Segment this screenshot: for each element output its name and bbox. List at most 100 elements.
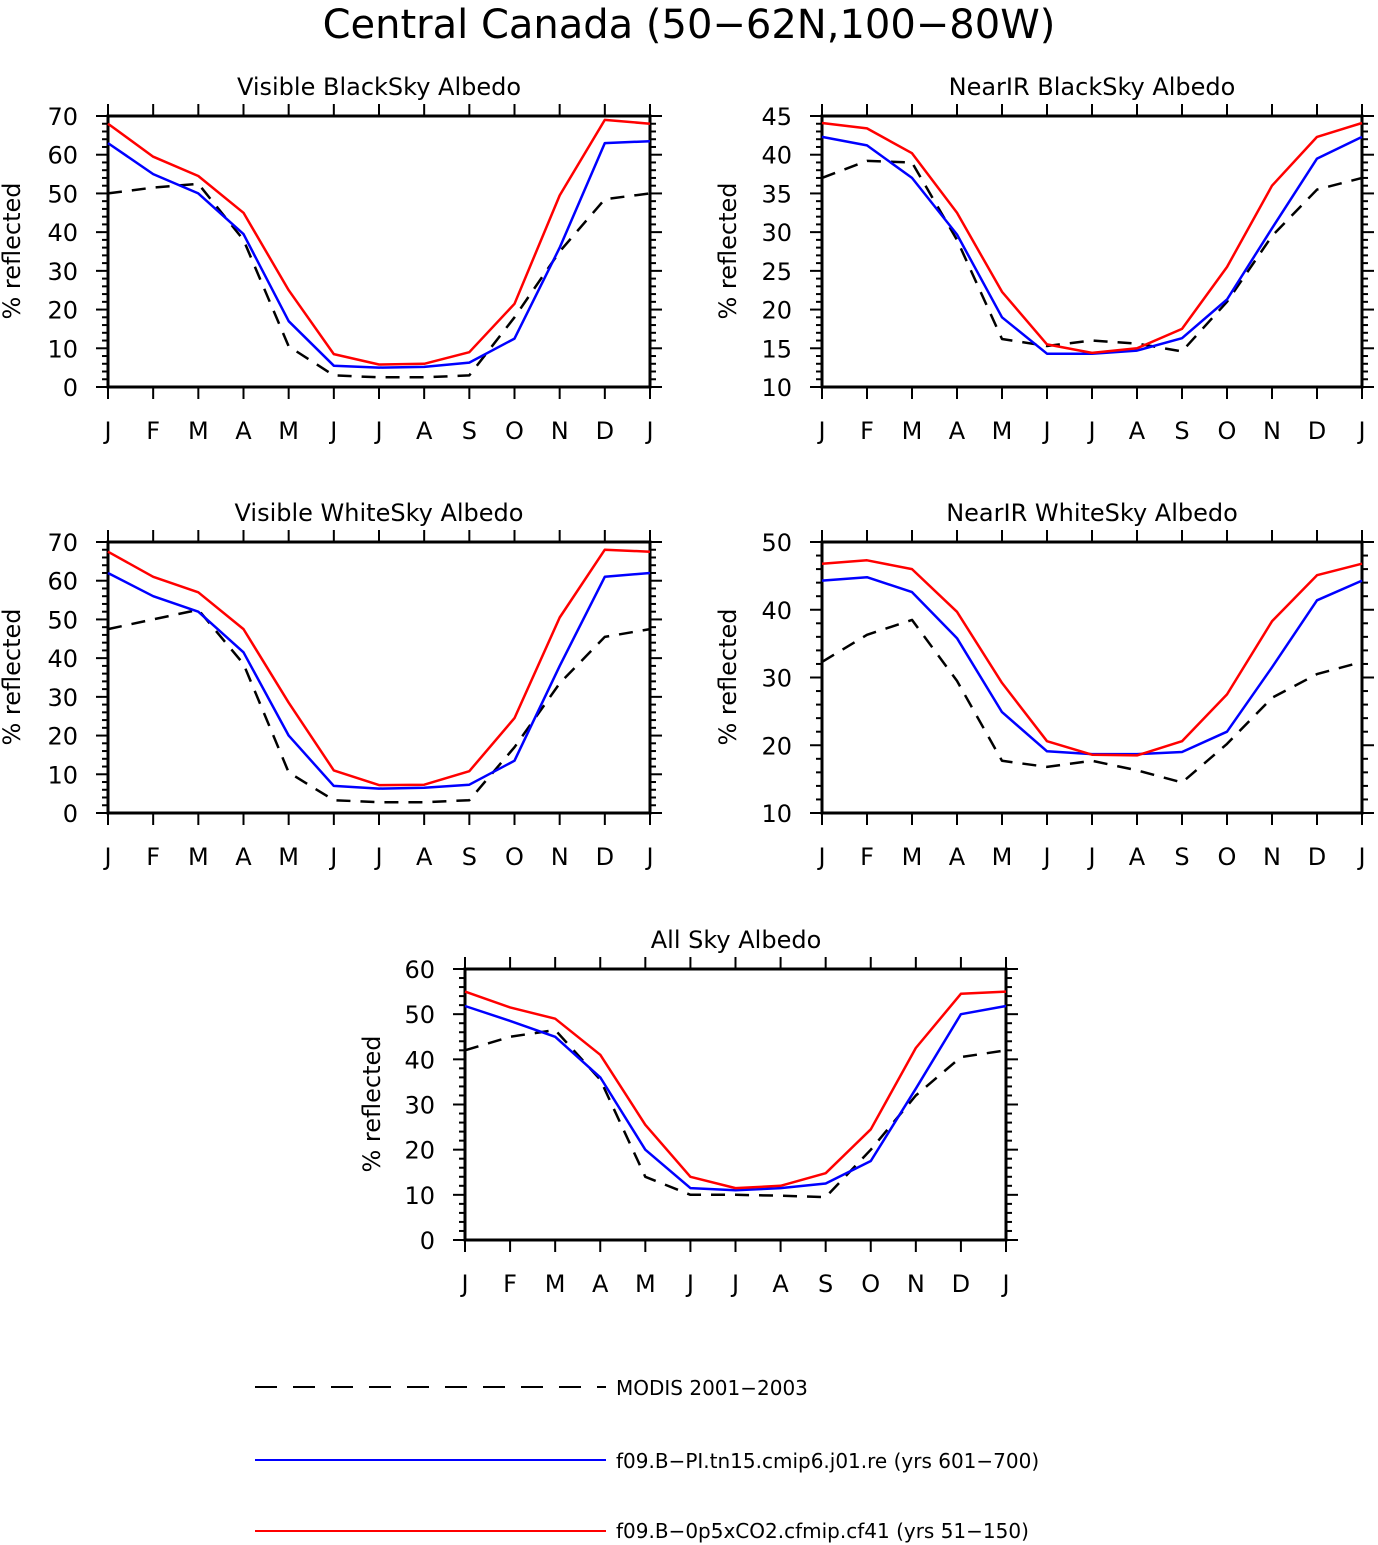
x-tick-label: S (462, 843, 477, 871)
series-line-pi (107, 571, 651, 790)
x-tick-label: J (1086, 843, 1095, 871)
x-tick-label: J (816, 843, 825, 871)
legend-entry-co2: f09.B−0p5xCO2.cfmip.cf41 (yrs 51−150) (255, 1519, 1029, 1543)
y-tick-label: 40 (761, 142, 792, 170)
x-tick-label: M (902, 843, 923, 871)
y-tick-label: 20 (47, 297, 78, 325)
series-line-pi (107, 139, 651, 369)
y-tick-label: 30 (404, 1092, 435, 1120)
series-line-modis (821, 159, 1363, 353)
x-tick-label: M (902, 417, 923, 445)
x-tick-label: J (1356, 417, 1365, 445)
legend-label: MODIS 2001−2003 (616, 1376, 808, 1400)
y-tick-label: 45 (761, 103, 792, 131)
y-tick-label: 50 (404, 1001, 435, 1029)
y-tick-label: 40 (47, 219, 78, 247)
y-tick-label: 30 (761, 665, 792, 693)
x-tick-label: S (1174, 843, 1189, 871)
x-tick-label: A (772, 1270, 789, 1298)
x-tick-label: J (1041, 417, 1050, 445)
x-tick-label: D (952, 1270, 970, 1298)
y-tick-label: 0 (420, 1227, 435, 1255)
y-tick-label: 60 (47, 142, 78, 170)
y-tick-label: 30 (47, 684, 78, 712)
y-tick-label: 40 (47, 645, 78, 673)
x-tick-label: J (328, 843, 337, 871)
y-axis-label: % reflected (0, 608, 26, 745)
x-tick-label: F (860, 843, 874, 871)
legend-label: f09.B−PI.tn15.cmip6.j01.re (yrs 601−700) (616, 1449, 1039, 1473)
y-tick-label: 70 (47, 103, 78, 131)
plot-frame (106, 540, 652, 815)
y-tick-label: 10 (761, 374, 792, 402)
x-tick-label: D (1308, 417, 1326, 445)
panel-title: NearIR WhiteSky Albedo (946, 499, 1238, 527)
x-tick-label: A (416, 417, 433, 445)
x-tick-label: D (1308, 843, 1326, 871)
series-line-co2 (107, 118, 651, 366)
x-tick-label: A (1129, 843, 1146, 871)
series-line-pi (821, 135, 1363, 355)
series-line-co2 (821, 121, 1363, 355)
y-tick-label: 0 (63, 374, 78, 402)
x-tick-label: M (278, 417, 299, 445)
series-line-co2 (464, 990, 1007, 1190)
x-tick-label: N (551, 417, 569, 445)
x-tick-label: F (503, 1270, 517, 1298)
x-tick-label: N (907, 1270, 925, 1298)
plot-frame (463, 967, 1008, 1242)
series-line-co2 (107, 548, 651, 787)
plot-frame (820, 114, 1364, 389)
y-tick-label: 15 (761, 335, 792, 363)
x-tick-label: S (818, 1270, 833, 1298)
series-line-modis (107, 608, 651, 804)
x-tick-label: A (1129, 417, 1146, 445)
plot-frame (820, 540, 1364, 815)
series-line-pi (464, 1004, 1007, 1192)
y-axis-label: % reflected (714, 182, 742, 319)
y-tick-label: 30 (761, 219, 792, 247)
x-tick-label: M (992, 843, 1013, 871)
x-tick-label: O (1218, 417, 1237, 445)
panel-title: NearIR BlackSky Albedo (949, 73, 1236, 101)
x-tick-label: A (235, 843, 252, 871)
x-tick-label: O (1218, 843, 1237, 871)
x-tick-label: J (459, 1270, 468, 1298)
legend-label: f09.B−0p5xCO2.cfmip.cf41 (yrs 51−150) (616, 1519, 1029, 1543)
x-tick-label: J (644, 843, 653, 871)
series-line-modis (464, 1028, 1007, 1199)
x-tick-label: M (992, 417, 1013, 445)
x-tick-label: S (1174, 417, 1189, 445)
x-tick-label: M (278, 843, 299, 871)
y-tick-label: 30 (47, 258, 78, 286)
x-tick-label: F (860, 417, 874, 445)
y-tick-label: 40 (761, 597, 792, 625)
x-tick-label: O (505, 843, 524, 871)
y-tick-label: 40 (404, 1046, 435, 1074)
x-tick-label: A (949, 417, 966, 445)
y-tick-label: 25 (761, 258, 792, 286)
x-tick-label: J (1356, 843, 1365, 871)
x-tick-label: A (235, 417, 252, 445)
legend-entry-modis: MODIS 2001−2003 (255, 1376, 808, 1400)
y-tick-label: 20 (761, 732, 792, 760)
x-tick-label: A (416, 843, 433, 871)
y-tick-label: 50 (47, 180, 78, 208)
x-tick-label: J (730, 1270, 739, 1298)
y-tick-label: 70 (47, 529, 78, 557)
panel-title: Visible BlackSky Albedo (237, 73, 521, 101)
x-tick-label: O (861, 1270, 880, 1298)
y-tick-label: 10 (761, 800, 792, 828)
y-tick-label: 35 (761, 180, 792, 208)
y-tick-label: 20 (404, 1137, 435, 1165)
x-tick-label: S (462, 417, 477, 445)
x-tick-label: N (551, 843, 569, 871)
x-tick-label: J (102, 417, 111, 445)
x-tick-label: D (596, 843, 614, 871)
x-tick-label: F (146, 843, 160, 871)
x-tick-label: J (685, 1270, 694, 1298)
x-tick-label: J (816, 417, 825, 445)
